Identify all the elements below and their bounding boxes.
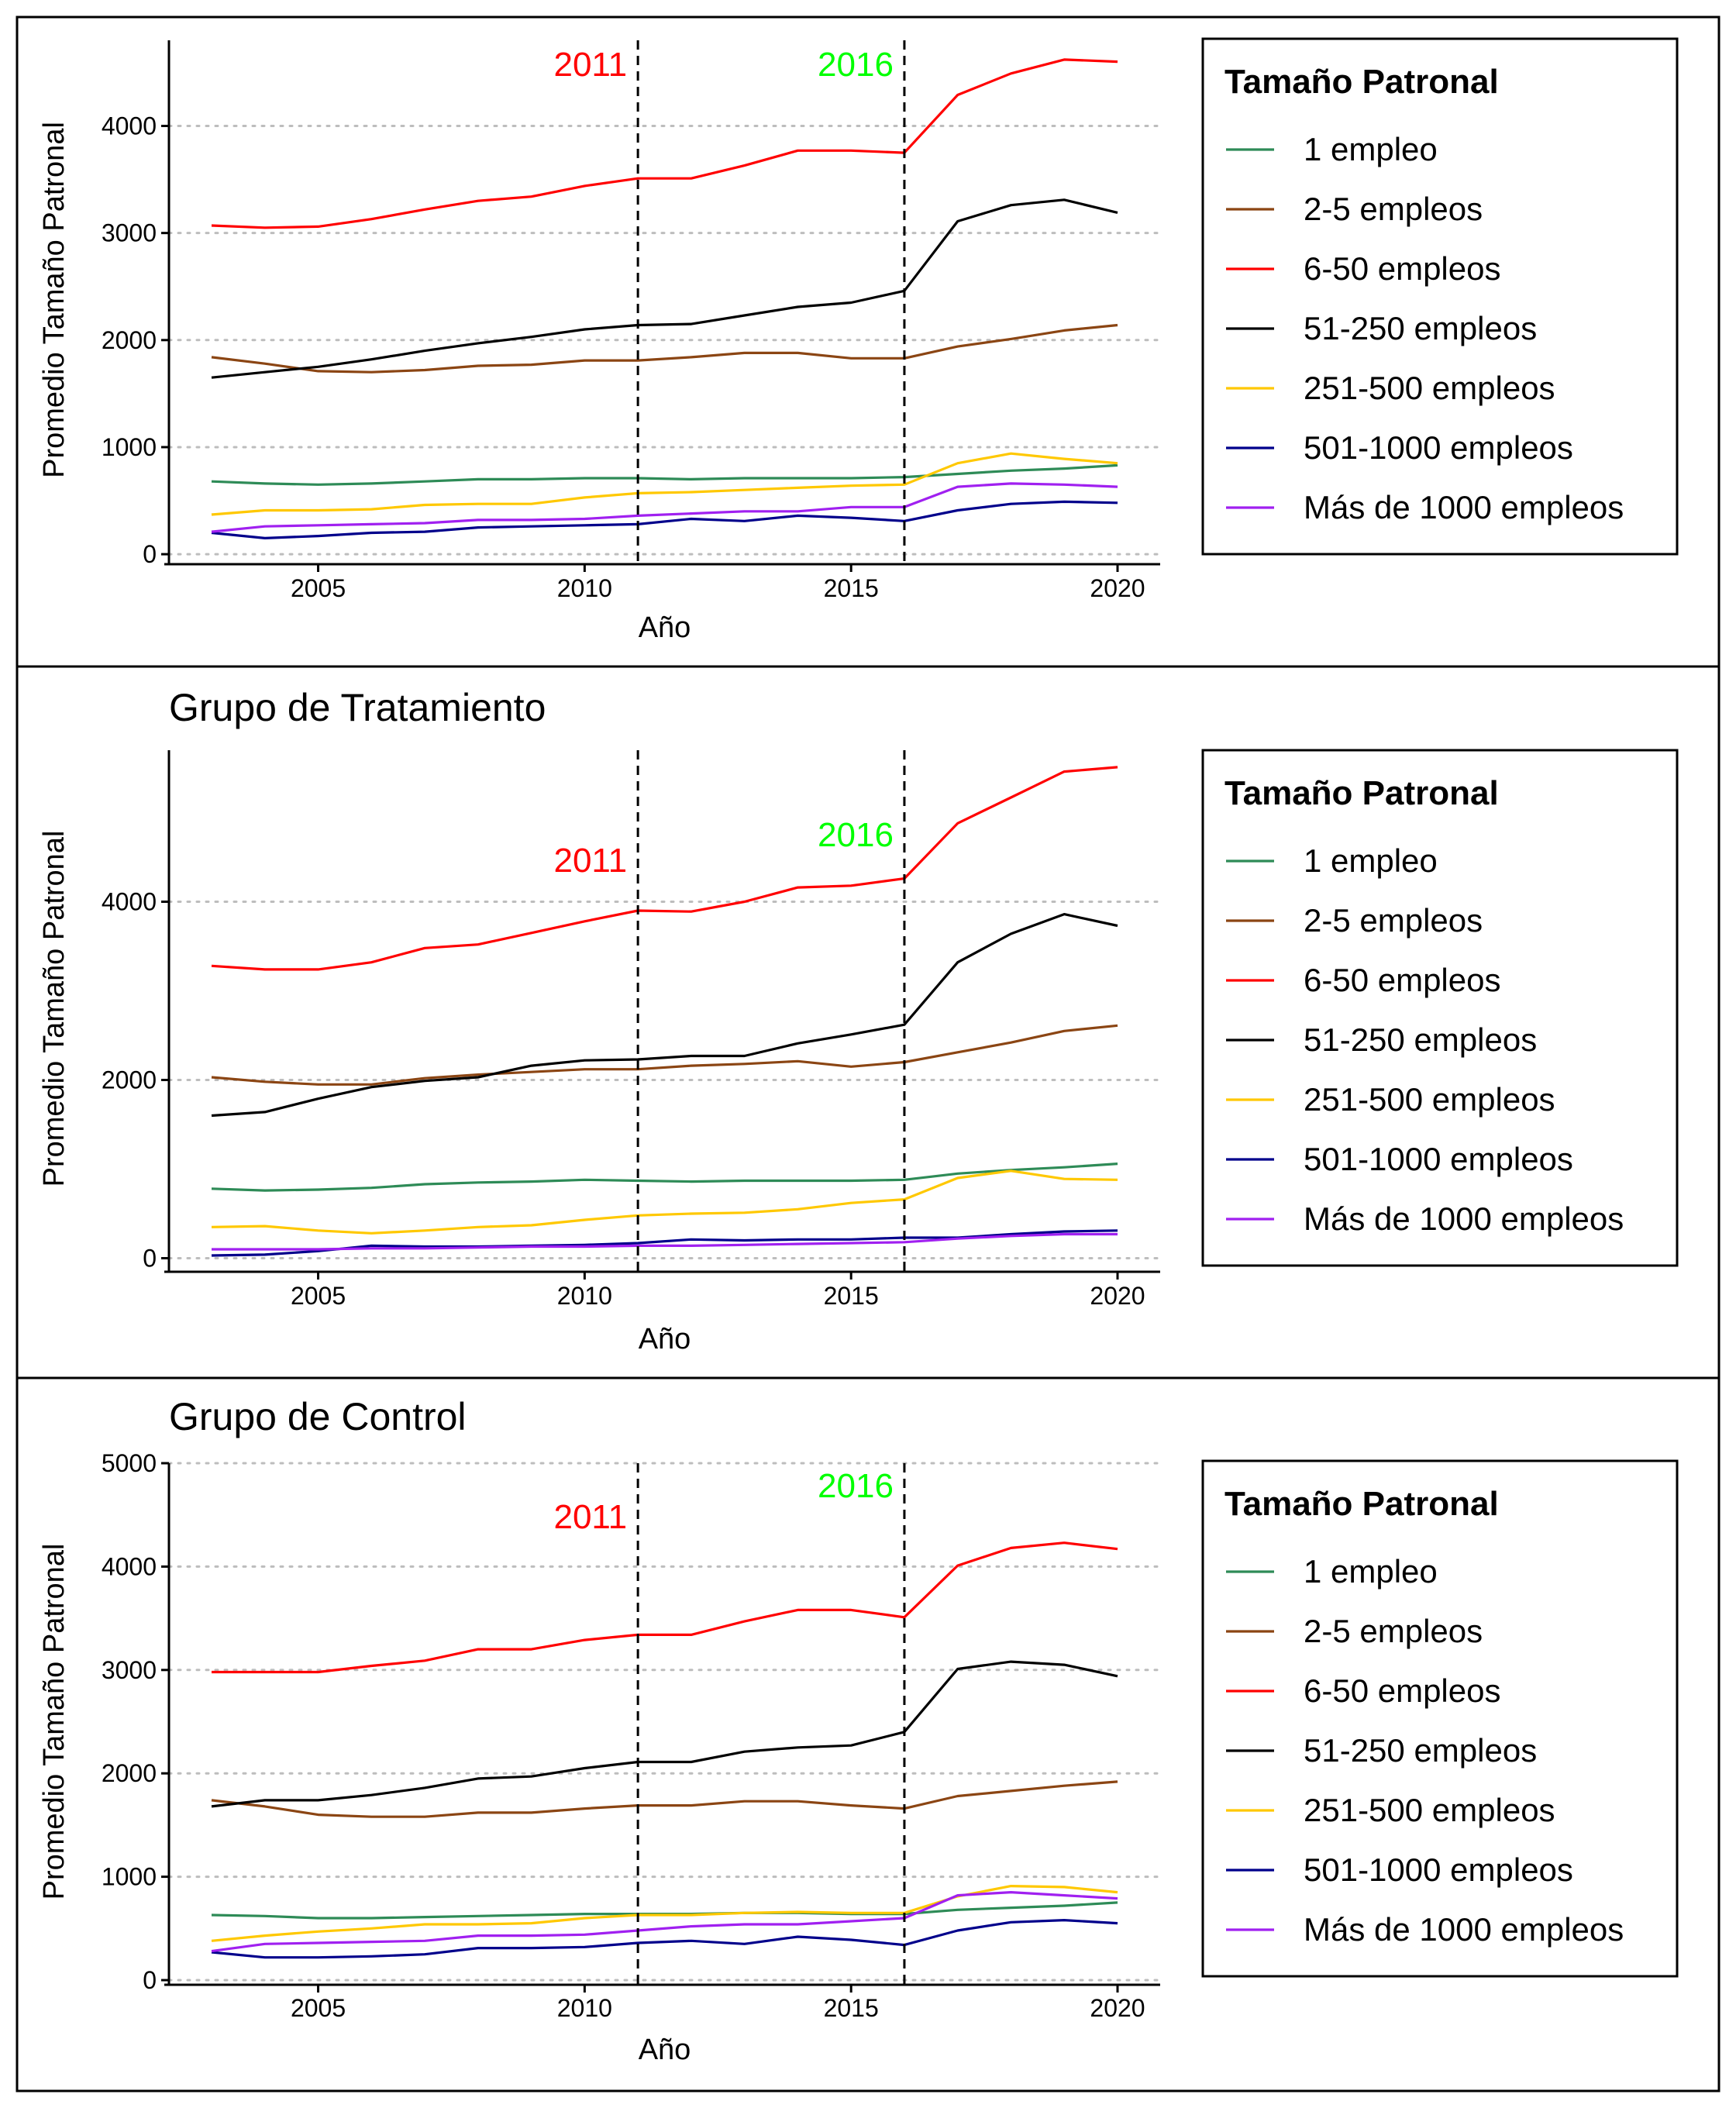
chart-panel-1: 0 1000 2000 3000 4000 2005 2010 2015 2020 Año Prom… [38, 37, 1679, 644]
x-tick-label: 2010 [557, 1282, 612, 1310]
chart-panel-2: Grupo de Tratamiento 0 2000 4000 2005 2010 201… [38, 686, 1679, 1355]
x-tick-label: 2005 [291, 1994, 346, 2022]
legend-label: 6-50 empleos [1304, 1672, 1500, 1709]
figure-frame [16, 16, 1720, 2092]
y-axis-title: Promedio Tamaño Patronal [38, 1544, 71, 1900]
legend-label: 501-1000 empleos [1304, 1141, 1573, 1177]
x-tick-label: 2010 [557, 574, 612, 602]
legend: Tamaño Patronal 1 empleo 2-5 empleos 6-50 e… [1201, 749, 1679, 1267]
y-axis-title: Promedio Tamaño Patronal [38, 122, 71, 478]
legend-box [1201, 749, 1679, 1267]
legend-label: Más de 1000 empleos [1304, 1911, 1624, 1948]
x-axis-title: Año [639, 2034, 691, 2066]
y-tick-label: 3000 [102, 219, 157, 247]
x-tick-label: 2005 [291, 574, 346, 602]
x-tick-label: 2010 [557, 1994, 612, 2022]
legend: Tamaño Patronal 1 empleo 2-5 empleos 6-50 e… [1201, 37, 1679, 556]
y-tick-label: 2000 [102, 326, 157, 354]
x-axis-title: Año [639, 1323, 691, 1355]
y-tick-label: 0 [143, 1966, 157, 1994]
series-line [211, 766, 1118, 971]
legend-box [1201, 37, 1679, 556]
series-line [211, 463, 1118, 486]
legend-label: 51-250 empleos [1304, 1732, 1537, 1769]
chart-title: Grupo de Control [169, 1395, 467, 1438]
series-line [211, 198, 1118, 379]
y-tick-label: 0 [143, 540, 157, 568]
event-label: 2011 [553, 1498, 627, 1536]
y-tick-label: 4000 [102, 1552, 157, 1580]
legend-label: 2-5 empleos [1304, 902, 1483, 939]
event-label: 2016 [818, 1467, 894, 1505]
x-tick-label: 2015 [824, 574, 879, 602]
series-line [211, 1024, 1118, 1086]
x-tick-label: 2015 [824, 1282, 879, 1310]
legend-label: 1 empleo [1304, 1553, 1438, 1590]
y-tick-label: 4000 [102, 112, 157, 140]
legend-label: 6-50 empleos [1304, 250, 1500, 287]
event-label: 2011 [553, 842, 627, 880]
legend-label: 2-5 empleos [1304, 1613, 1483, 1649]
legend: Tamaño Patronal 1 empleo 2-5 empleos 6-50 e… [1201, 1459, 1679, 1978]
x-tick-label: 2020 [1090, 1994, 1145, 2022]
legend-label: 251-500 empleos [1304, 1081, 1555, 1118]
legend-label: 501-1000 empleos [1304, 1851, 1573, 1888]
legend-label: 1 empleo [1304, 842, 1438, 879]
series-line [211, 482, 1118, 533]
series-line [211, 912, 1118, 1118]
legend-title: Tamaño Patronal [1224, 1485, 1499, 1523]
legend-label: 1 empleo [1304, 131, 1438, 167]
legend-label: 251-500 empleos [1304, 1792, 1555, 1828]
x-tick-label: 2020 [1090, 1282, 1145, 1310]
chart-title: Grupo de Tratamiento [169, 686, 546, 729]
y-tick-label: 5000 [102, 1449, 157, 1477]
event-label: 2011 [553, 46, 627, 84]
legend-box [1201, 1459, 1679, 1978]
series-line [211, 1162, 1118, 1192]
series-line [211, 500, 1118, 540]
legend-label: 501-1000 empleos [1304, 429, 1573, 466]
y-tick-label: 1000 [102, 1863, 157, 1891]
event-label: 2016 [818, 46, 894, 84]
y-tick-label: 0 [143, 1245, 157, 1273]
event-label: 2016 [818, 816, 894, 854]
x-tick-label: 2015 [824, 1994, 879, 2022]
series-line [211, 1229, 1118, 1257]
series-line [211, 323, 1118, 374]
series-line [211, 452, 1118, 516]
x-tick-label: 2005 [291, 1282, 346, 1310]
y-tick-label: 1000 [102, 433, 157, 461]
y-tick-label: 2000 [102, 1759, 157, 1787]
series-line [211, 1660, 1118, 1808]
legend-label: 51-250 empleos [1304, 1021, 1537, 1058]
y-tick-label: 4000 [102, 888, 157, 916]
series-line [211, 1919, 1118, 1959]
series-line [212, 1541, 1118, 1674]
legend-label: Más de 1000 empleos [1304, 489, 1624, 525]
series-line [212, 1232, 1118, 1251]
y-tick-label: 2000 [102, 1066, 157, 1094]
chart-panel-3: Grupo de Control 0 1000 2000 3000 4000 5000 200… [38, 1395, 1679, 2066]
legend-label: Más de 1000 empleos [1304, 1200, 1624, 1237]
legend-label: 6-50 empleos [1304, 962, 1500, 998]
legend-title: Tamaño Patronal [1224, 63, 1499, 101]
series-line [211, 1780, 1118, 1818]
legend-title: Tamaño Patronal [1224, 774, 1499, 812]
legend-label: 251-500 empleos [1304, 370, 1555, 406]
series-line [211, 1169, 1118, 1235]
legend-label: 51-250 empleos [1304, 310, 1537, 346]
y-axis-title: Promedio Tamaño Patronal [38, 831, 71, 1187]
series-line [211, 1891, 1118, 1953]
y-tick-label: 3000 [102, 1656, 157, 1684]
x-axis-title: Año [639, 611, 691, 644]
x-tick-label: 2020 [1090, 574, 1145, 602]
series-line [211, 58, 1118, 229]
legend-label: 2-5 empleos [1304, 191, 1483, 227]
